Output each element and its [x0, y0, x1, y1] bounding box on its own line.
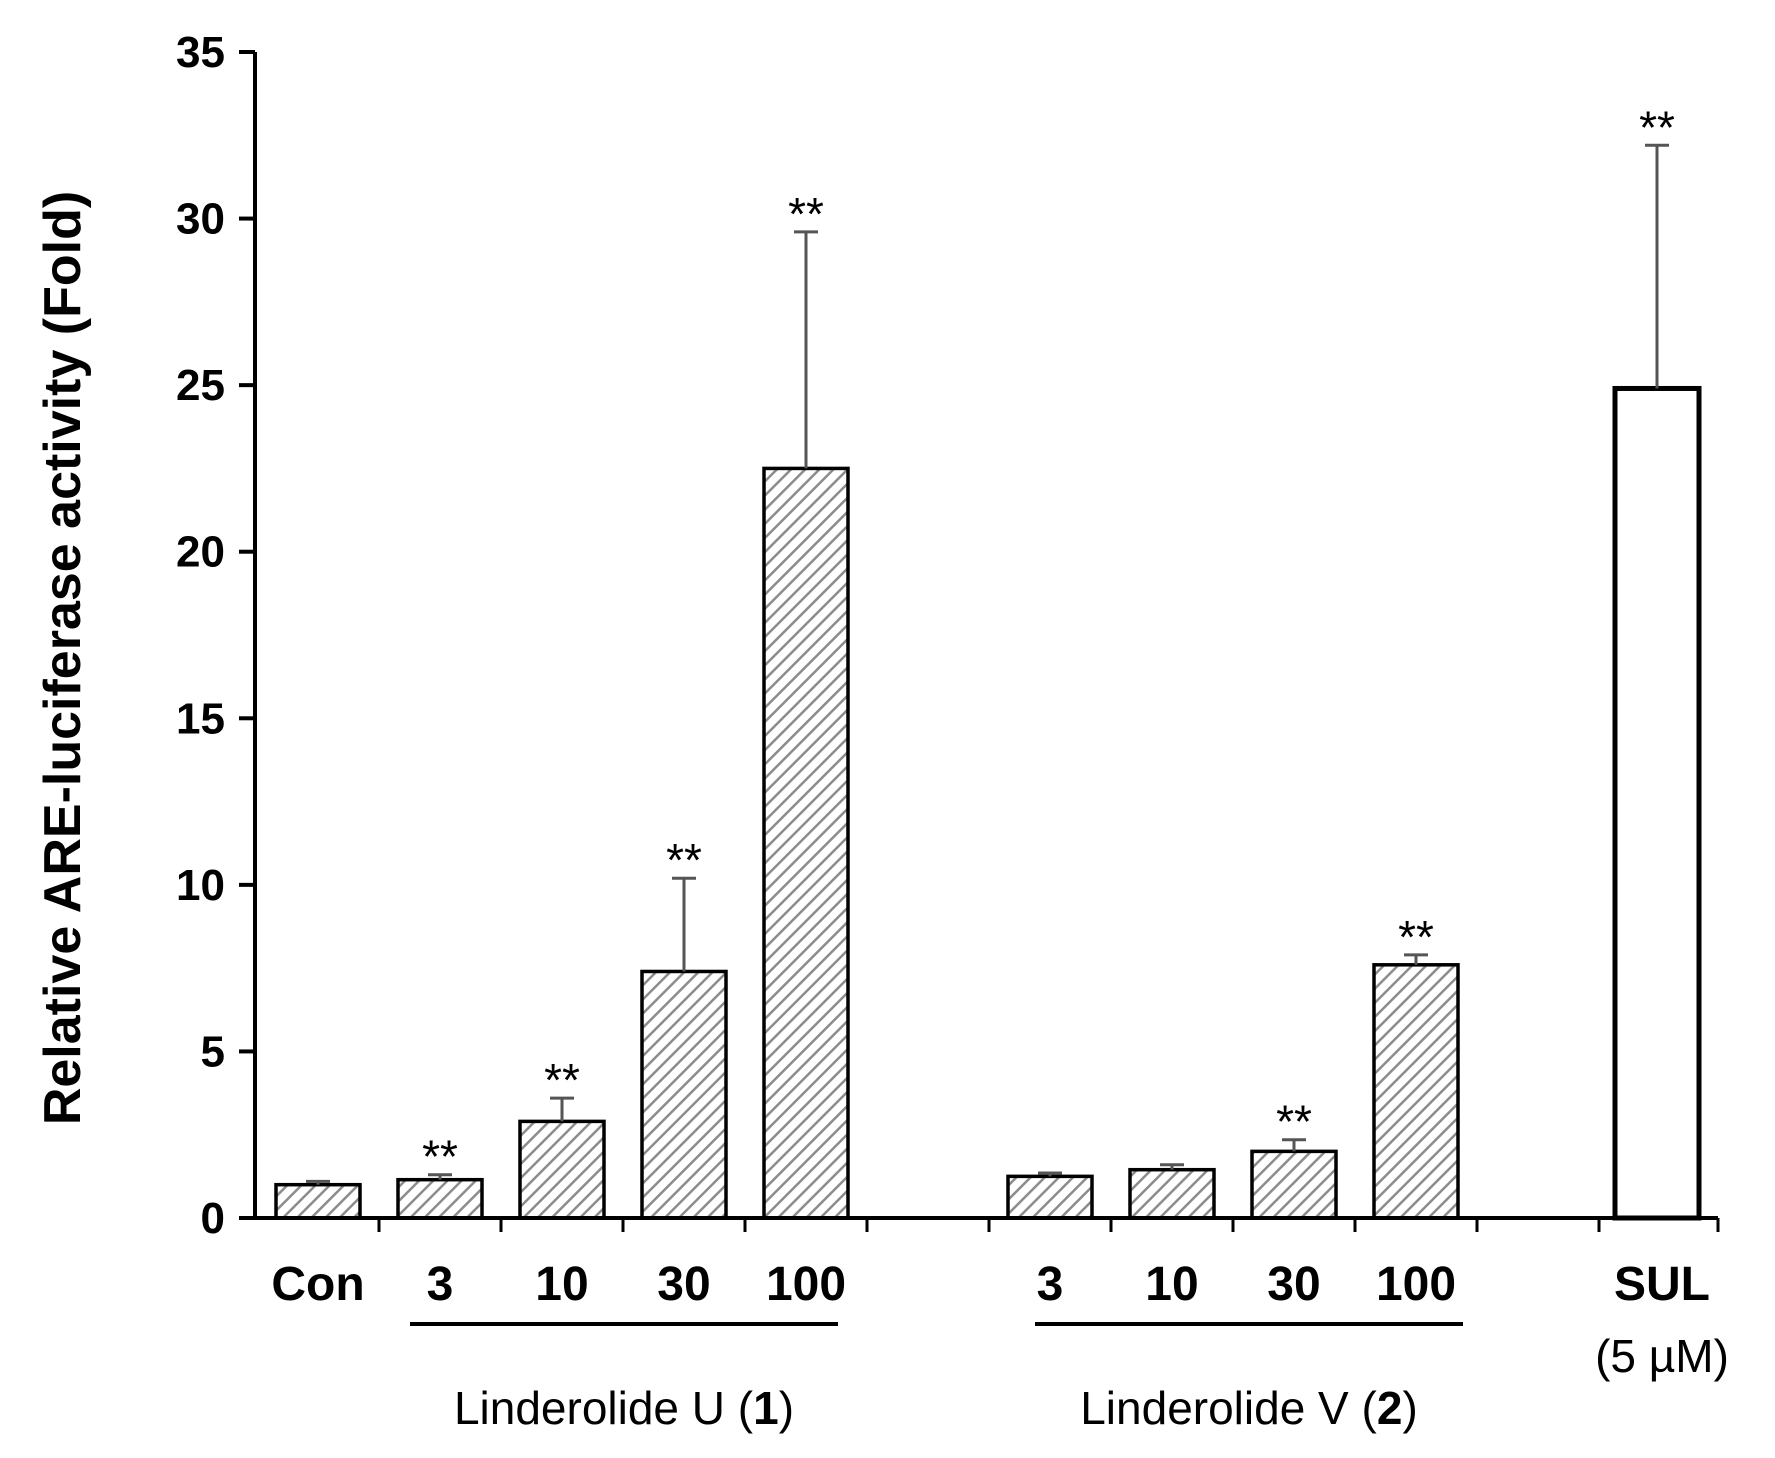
y-tick-label: 35: [176, 28, 225, 77]
significance-marker: **: [788, 188, 824, 240]
bar: [1128, 1167, 1216, 1220]
x-category-label: 10: [535, 1258, 588, 1311]
x-category-label: Con: [271, 1258, 364, 1311]
x-category-label: 100: [766, 1258, 846, 1311]
significance-marker: **: [1639, 101, 1675, 153]
group-label-linderolide-u: Linderolide U (1): [454, 1382, 794, 1434]
x-category-label: 3: [427, 1258, 454, 1311]
bar: [1372, 963, 1460, 1220]
x-category-label: 30: [1267, 1258, 1320, 1311]
y-tick-label: 25: [176, 361, 225, 410]
significance-marker: **: [1398, 911, 1434, 963]
significance-markers: ** ** ** ** ** ** **: [422, 101, 1675, 1182]
bars: [274, 385, 1702, 1221]
y-tick-label: 0: [201, 1194, 225, 1243]
x-category-label: 100: [1376, 1258, 1456, 1311]
bar: [518, 1119, 606, 1220]
bar: [274, 1182, 362, 1220]
y-tick-label: 20: [176, 528, 225, 577]
y-tick-label: 10: [176, 861, 225, 910]
bar: [1612, 385, 1702, 1221]
sul-concentration-label: (5 µM): [1595, 1330, 1729, 1382]
x-category-label: 30: [657, 1258, 710, 1311]
y-tick-label: 30: [176, 195, 225, 244]
y-tick-label: 5: [201, 1027, 225, 1076]
x-axis-labels: Con 3 10 30 100 3 10 30 100 SUL: [271, 1258, 1710, 1311]
error-bars: [306, 143, 1669, 1185]
axes: [253, 52, 1720, 1232]
bar: [396, 1177, 484, 1220]
y-axis-title: Relative ARE-luciferase activity (Fold): [34, 191, 92, 1125]
significance-marker: **: [544, 1054, 580, 1106]
significance-marker: **: [666, 834, 702, 886]
bar: [1250, 1149, 1338, 1220]
x-category-label: 3: [1037, 1258, 1064, 1311]
significance-marker: **: [1276, 1096, 1312, 1148]
bar: [1006, 1174, 1094, 1220]
group-label-linderolide-v: Linderolide V (2): [1080, 1382, 1418, 1434]
x-category-label: SUL: [1614, 1258, 1710, 1311]
x-category-label: 10: [1145, 1258, 1198, 1311]
bar: [762, 466, 850, 1220]
significance-marker: **: [422, 1131, 458, 1183]
y-axis-ticks: 0 5 10 15 20 25 30 35: [176, 28, 255, 1243]
y-tick-label: 15: [176, 694, 225, 743]
bar: [640, 969, 728, 1220]
